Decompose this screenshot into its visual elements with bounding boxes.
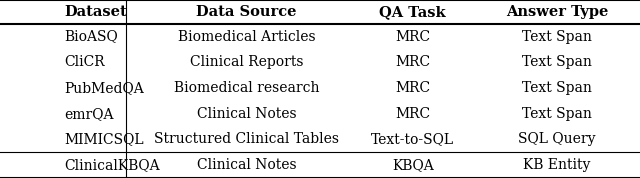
Text: KBQA: KBQA (392, 158, 434, 172)
Text: SQL Query: SQL Query (518, 132, 596, 146)
Text: Text Span: Text Span (522, 81, 592, 95)
Text: Data Source: Data Source (196, 5, 297, 19)
Text: Dataset: Dataset (64, 5, 127, 19)
Text: PubMedQA: PubMedQA (64, 81, 144, 95)
Text: Text Span: Text Span (522, 107, 592, 121)
Text: QA Task: QA Task (380, 5, 446, 19)
Text: CliCR: CliCR (64, 55, 104, 69)
Text: Biomedical research: Biomedical research (173, 81, 319, 95)
Text: Answer Type: Answer Type (506, 5, 608, 19)
Text: Text Span: Text Span (522, 30, 592, 44)
Text: Text Span: Text Span (522, 55, 592, 69)
Text: Structured Clinical Tables: Structured Clinical Tables (154, 132, 339, 146)
Text: MRC: MRC (396, 55, 430, 69)
Text: MRC: MRC (396, 30, 430, 44)
Text: Text-to-SQL: Text-to-SQL (371, 132, 454, 146)
Text: Clinical Notes: Clinical Notes (196, 107, 296, 121)
Text: Clinical Reports: Clinical Reports (189, 55, 303, 69)
Text: BioASQ: BioASQ (64, 30, 118, 44)
Text: emrQA: emrQA (64, 107, 113, 121)
Text: KB Entity: KB Entity (523, 158, 591, 172)
Text: MRC: MRC (396, 81, 430, 95)
Text: ClinicalKBQA: ClinicalKBQA (64, 158, 159, 172)
Text: MIMICSQL: MIMICSQL (64, 132, 143, 146)
Text: Biomedical Articles: Biomedical Articles (177, 30, 316, 44)
Text: Clinical Notes: Clinical Notes (196, 158, 296, 172)
Text: MRC: MRC (396, 107, 430, 121)
